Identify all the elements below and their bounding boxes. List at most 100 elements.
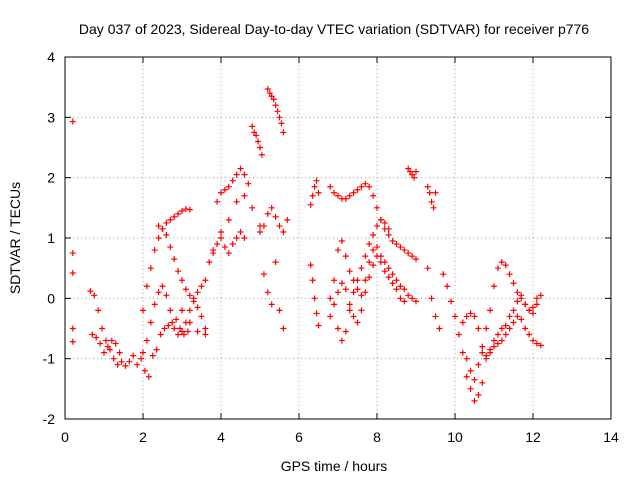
data-point: [179, 307, 185, 314]
data-point: [346, 192, 353, 199]
data-point: [251, 129, 258, 136]
data-point: [426, 189, 433, 196]
data-point: [455, 331, 462, 338]
data-point: [171, 325, 178, 332]
series-pass-20: [424, 265, 458, 332]
data-point: [202, 331, 209, 338]
data-point: [245, 180, 252, 187]
data-point: [276, 307, 283, 314]
data-point: [389, 271, 396, 278]
data-point: [180, 331, 187, 338]
data-point: [186, 206, 193, 213]
data-point: [366, 274, 373, 281]
data-point: [218, 235, 224, 241]
data-point: [241, 171, 248, 178]
data-point: [436, 325, 443, 332]
x-tick-label: 4: [217, 429, 225, 445]
data-point: [194, 304, 201, 311]
data-point: [163, 292, 170, 299]
data-point: [471, 313, 478, 320]
data-point: [173, 316, 180, 323]
data-point: [97, 340, 104, 347]
data-point: [405, 250, 412, 257]
data-point: [370, 247, 377, 254]
data-point: [126, 358, 133, 365]
data-point: [313, 177, 320, 184]
data-point: [198, 283, 205, 290]
data-point: [91, 292, 98, 299]
data-point: [463, 373, 470, 380]
x-tick-label: 0: [61, 429, 69, 445]
data-point: [362, 180, 369, 187]
data-point: [194, 328, 201, 335]
data-point: [311, 183, 318, 190]
data-point: [530, 304, 536, 311]
data-point: [149, 352, 156, 359]
data-point: [354, 186, 361, 193]
data-point: [147, 319, 154, 326]
data-point: [241, 192, 248, 199]
data-point: [537, 342, 544, 349]
series-pass-15: [327, 238, 419, 305]
data-point: [362, 277, 369, 284]
data-point: [218, 228, 224, 235]
data-point: [225, 183, 232, 190]
data-point: [409, 295, 416, 302]
data-point: [130, 352, 137, 359]
data-point: [284, 216, 291, 223]
plot-frame: [64, 56, 612, 420]
data-point: [143, 283, 150, 290]
data-point: [93, 334, 100, 341]
data-point: [389, 238, 396, 245]
series-pass-8: [249, 123, 265, 158]
data-point: [498, 325, 505, 332]
data-point: [110, 355, 117, 362]
data-point: [475, 361, 482, 368]
data-point: [182, 286, 189, 293]
data-point: [514, 289, 521, 296]
data-point: [494, 331, 501, 338]
data-point: [280, 129, 287, 136]
data-point: [479, 343, 486, 350]
y-tick-label: 2: [47, 170, 55, 186]
data-point: [397, 283, 404, 290]
data-point: [533, 301, 540, 308]
data-point: [140, 307, 146, 314]
series-pass-17: [335, 216, 392, 344]
data-point: [145, 373, 152, 380]
data-point: [255, 138, 262, 145]
data-point: [393, 241, 400, 248]
data-point: [385, 225, 392, 232]
series-pass-16: [327, 253, 408, 326]
data-point: [514, 313, 521, 320]
series-pass-5: [155, 222, 248, 332]
x-axis-label: GPS time / hours: [281, 458, 388, 474]
data-point: [184, 328, 191, 335]
data-point: [385, 274, 392, 281]
data-point: [331, 277, 338, 284]
data-point: [307, 201, 314, 208]
data-point: [272, 259, 279, 266]
data-point: [182, 206, 189, 213]
data-point: [463, 313, 470, 320]
series-pass-9: [264, 85, 287, 136]
series-pass-2: [89, 331, 123, 356]
data-point: [327, 295, 334, 302]
data-point: [237, 165, 244, 172]
data-point: [483, 325, 490, 332]
y-tick-label: -1: [43, 351, 56, 367]
data-point: [274, 108, 281, 115]
data-point: [163, 219, 170, 226]
y-axis-label: SDTVAR / TECUs: [7, 182, 23, 294]
data-point: [358, 265, 365, 272]
data-point: [116, 349, 123, 356]
y-tick-label: 0: [47, 290, 55, 306]
data-point: [510, 280, 517, 287]
data-point: [161, 325, 168, 332]
data-point: [95, 307, 102, 314]
data-point: [494, 340, 501, 347]
data-point: [315, 189, 322, 196]
data-point: [335, 247, 341, 254]
data-point: [171, 213, 178, 220]
data-point: [491, 343, 497, 350]
